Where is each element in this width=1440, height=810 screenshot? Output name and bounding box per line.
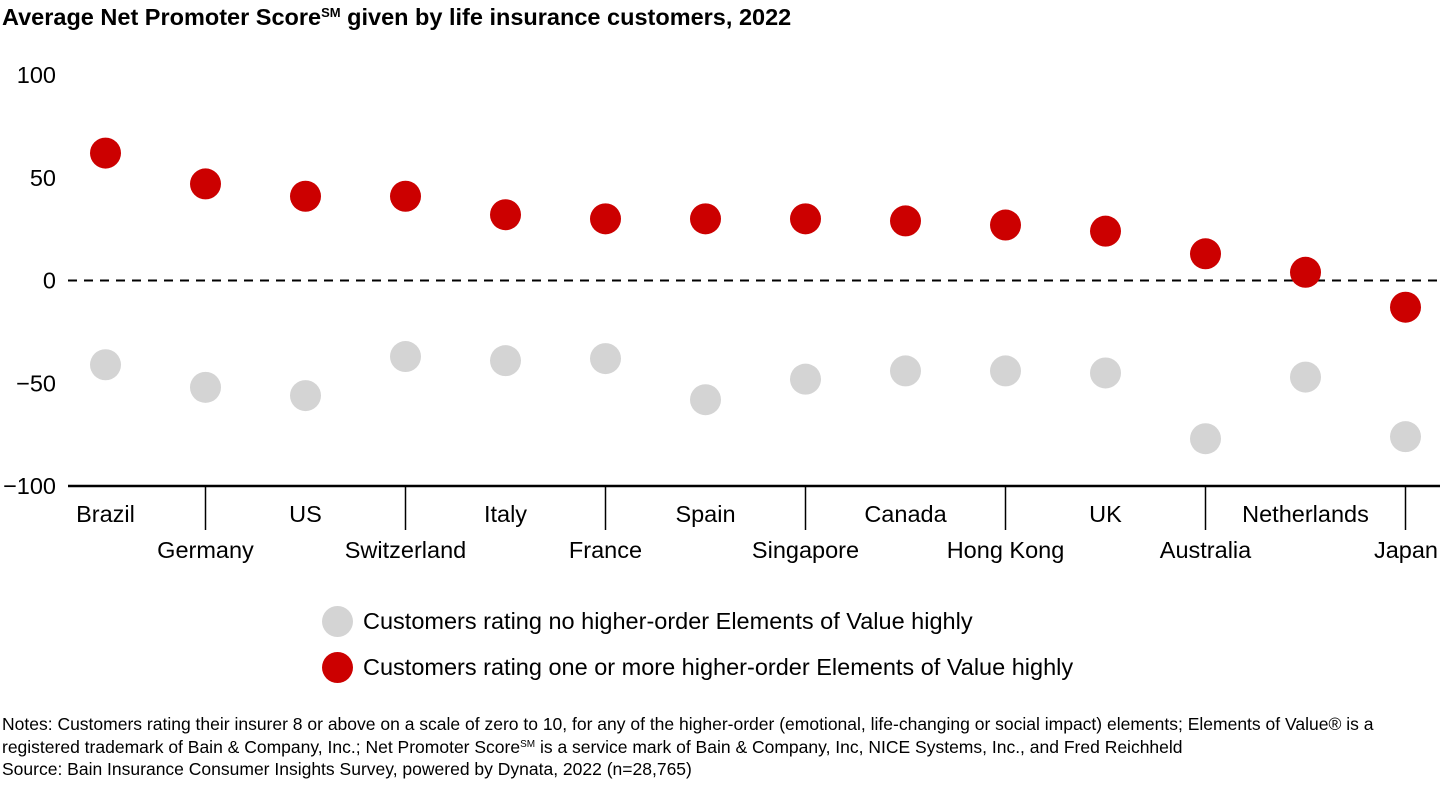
x-tick-label: Canada xyxy=(864,501,947,527)
x-tick-label: Switzerland xyxy=(345,537,466,563)
scatter-chart: 100 50 0 −50 −100 Brazil Germany US Switzerland I… xyxy=(3,62,1440,563)
x-tick-label: Japan xyxy=(1374,537,1438,563)
y-tick-label: 100 xyxy=(17,62,56,88)
x-tick-label: France xyxy=(569,537,642,563)
point-no-elements xyxy=(690,384,721,416)
notes-text: Notes: Customers rating their insurer 8 … xyxy=(2,713,1438,758)
chart-title-superscript: SM xyxy=(321,5,341,20)
point-one-or-more-elements xyxy=(1090,215,1121,247)
chart-title-suffix: given by life insurance customers, 2022 xyxy=(340,4,792,30)
point-one-or-more-elements xyxy=(790,203,821,235)
point-one-or-more-elements xyxy=(90,137,121,169)
point-no-elements xyxy=(1390,421,1421,453)
y-tick-label: 50 xyxy=(30,165,56,191)
point-one-or-more-elements xyxy=(1390,291,1421,323)
legend-swatch-red xyxy=(322,651,353,683)
point-one-or-more-elements xyxy=(190,168,221,200)
point-no-elements xyxy=(890,355,921,387)
point-one-or-more-elements xyxy=(390,180,421,212)
notes-text-a: Notes: Customers rating their insurer 8 … xyxy=(2,714,1374,757)
point-one-or-more-elements xyxy=(590,203,621,235)
x-tick-label: US xyxy=(289,501,322,527)
point-no-elements xyxy=(490,345,521,377)
point-no-elements xyxy=(590,343,621,375)
point-no-elements xyxy=(990,355,1021,387)
point-one-or-more-elements xyxy=(490,199,521,231)
point-one-or-more-elements xyxy=(1190,238,1221,270)
y-tick-label: 0 xyxy=(43,268,56,294)
point-no-elements xyxy=(290,380,321,412)
legend-label-one-or-more-elements: Customers rating one or more higher-orde… xyxy=(363,653,1074,680)
notes-text-b: is a service mark of Bain & Company, Inc… xyxy=(535,736,1183,757)
x-tick-label: UK xyxy=(1089,501,1122,527)
point-no-elements xyxy=(1290,361,1321,393)
point-no-elements xyxy=(90,349,121,381)
point-one-or-more-elements xyxy=(290,180,321,212)
point-one-or-more-elements xyxy=(690,203,721,235)
x-tick-label: Singapore xyxy=(752,537,859,563)
x-tick-label: Italy xyxy=(484,501,527,527)
legend-swatch-gray xyxy=(322,605,353,637)
x-tick-label: Germany xyxy=(157,537,254,563)
source-text: Source: Bain Insurance Consumer Insights… xyxy=(2,759,692,779)
chart-title-main: Average Net Promoter Score xyxy=(2,4,322,30)
chart-legend: Customers rating no higher-order Element… xyxy=(322,598,1073,690)
point-one-or-more-elements xyxy=(990,209,1021,241)
x-tick-label: Hong Kong xyxy=(947,537,1065,563)
point-one-or-more-elements xyxy=(890,205,921,237)
point-no-elements xyxy=(390,341,421,373)
legend-item-one-or-more-elements: Customers rating one or more higher-orde… xyxy=(322,644,1073,690)
point-no-elements xyxy=(1090,357,1121,389)
x-tick-label: Netherlands xyxy=(1242,501,1369,527)
y-tick-label: −100 xyxy=(3,473,56,499)
point-no-elements xyxy=(190,371,221,403)
chart-notes: Notes: Customers rating their insurer 8 … xyxy=(2,713,1438,781)
x-tick-label: Spain xyxy=(675,501,735,527)
point-no-elements xyxy=(1190,423,1221,455)
legend-item-no-elements: Customers rating no higher-order Element… xyxy=(322,598,1073,644)
x-tick-label: Australia xyxy=(1160,537,1252,563)
y-tick-label: −50 xyxy=(16,370,56,396)
legend-label-no-elements: Customers rating no higher-order Element… xyxy=(363,607,973,634)
point-no-elements xyxy=(790,363,821,395)
point-one-or-more-elements xyxy=(1290,256,1321,288)
notes-superscript: SM xyxy=(520,738,536,750)
x-tick-label: Brazil xyxy=(76,501,135,527)
chart-title: Average Net Promoter ScoreSM given by li… xyxy=(2,0,791,34)
